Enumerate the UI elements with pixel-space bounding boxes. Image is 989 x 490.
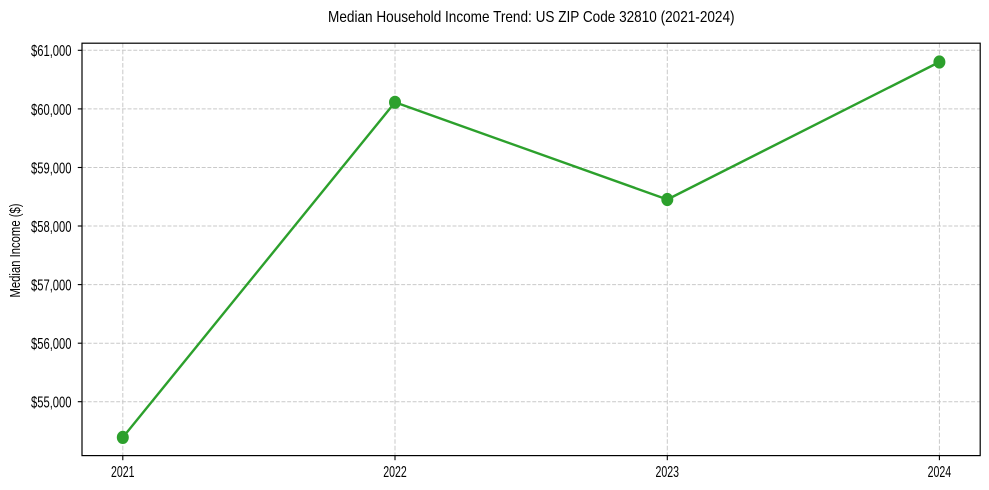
svg-text:2021: 2021 [111,464,135,481]
svg-text:2023: 2023 [656,464,680,481]
svg-text:$57,000: $57,000 [31,278,72,295]
svg-text:Median Household Income Trend:: Median Household Income Trend: US ZIP Co… [328,9,735,26]
svg-text:Median Income ($): Median Income ($) [7,204,24,298]
svg-text:2022: 2022 [383,464,407,481]
svg-text:$58,000: $58,000 [31,219,72,236]
svg-text:$61,000: $61,000 [31,43,72,60]
svg-text:$59,000: $59,000 [31,160,72,177]
svg-text:2024: 2024 [928,464,952,481]
svg-text:$60,000: $60,000 [31,102,72,119]
svg-text:$55,000: $55,000 [31,395,72,412]
svg-text:$56,000: $56,000 [31,336,72,353]
